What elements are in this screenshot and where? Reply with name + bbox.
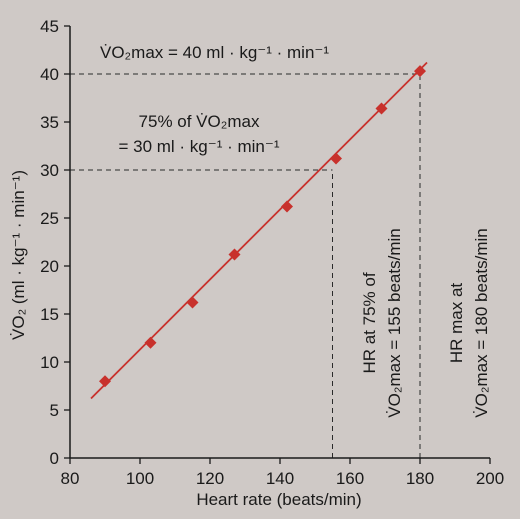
x-tick-label: 140 (266, 469, 294, 488)
y-tick-label: 30 (40, 161, 59, 180)
annotation-hr75-line1: HR at 75% of (360, 272, 379, 373)
y-tick-label: 45 (40, 17, 59, 36)
data-point (144, 336, 157, 349)
annotation-75pct-line2: = 30 ml · kg⁻¹ · min⁻¹ (118, 137, 279, 156)
data-points (99, 65, 426, 388)
reference-lines (70, 73, 421, 458)
y-ticks: 0 5 10 15 20 25 30 35 40 45 (40, 17, 70, 468)
y-tick-label: 40 (40, 65, 59, 84)
data-point (375, 102, 388, 115)
annotation-hrmax-line1: HR max at (447, 283, 466, 364)
annotation-75pct-line1: 75% of V̇O₂max (139, 112, 260, 131)
data-point (281, 200, 293, 213)
data-point (414, 65, 426, 78)
x-tick-label: 160 (336, 469, 364, 488)
x-tick-label: 180 (406, 469, 434, 488)
x-axis-label: Heart rate (beats/min) (196, 490, 361, 509)
data-point (330, 152, 342, 165)
y-tick-label: 20 (40, 257, 59, 276)
x-ticks: 80 100 120 140 160 180 200 (61, 458, 504, 488)
annotation-hrmax-line2: V̇O₂max = 180 beats/min (472, 228, 491, 417)
x-tick-label: 100 (126, 469, 154, 488)
annotation-hr75-line2: V̇O₂max = 155 beats/min (385, 228, 404, 417)
y-tick-label: 35 (40, 113, 59, 132)
x-tick-label: 200 (476, 469, 504, 488)
x-tick-label: 80 (61, 469, 80, 488)
y-tick-label: 5 (50, 401, 59, 420)
y-tick-label: 25 (40, 209, 59, 228)
y-tick-label: 0 (50, 449, 59, 468)
data-point (99, 375, 111, 388)
y-axis-label: V̇O₂ (ml · kg⁻¹ · min⁻¹) (9, 170, 28, 340)
data-point (186, 296, 199, 309)
x-tick-label: 120 (196, 469, 224, 488)
y-tick-label: 10 (40, 353, 59, 372)
annotation-vo2max: V̇O₂max = 40 ml · kg⁻¹ · min⁻¹ (100, 43, 329, 62)
y-tick-label: 15 (40, 305, 59, 324)
data-point (228, 248, 241, 261)
